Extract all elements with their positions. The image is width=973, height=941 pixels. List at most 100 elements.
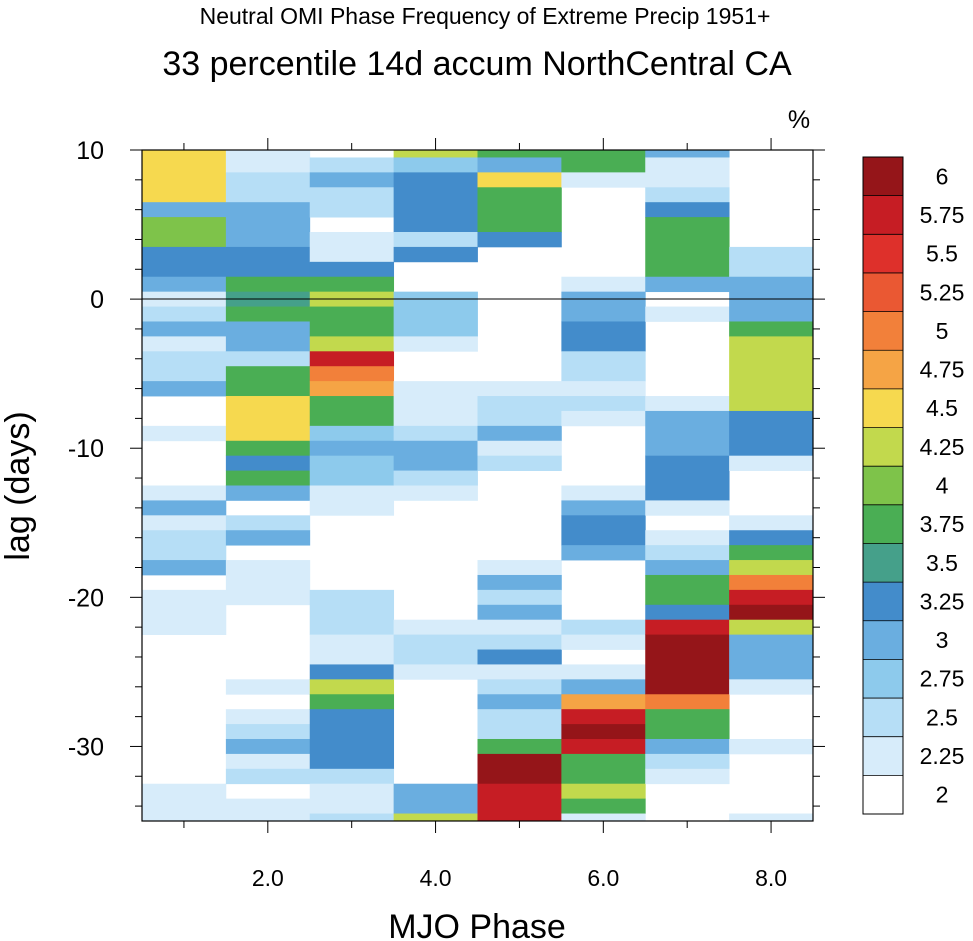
colorbar-label: 4 [936,473,949,499]
heatmap-cell-p6-17 [561,694,646,710]
heatmap-cell-p3-22 [309,694,395,710]
heatmap-cell-p4-3 [393,232,478,248]
heatmap-cell-p3-16 [309,485,395,501]
x-axis-label: MJO Phase [388,908,566,941]
heatmap-cell-p4-2 [393,172,478,233]
heatmap-cell-p6-3 [561,291,646,322]
heatmap-cell-p8-10 [729,574,814,591]
heatmap-cell-p7-21 [645,753,730,770]
colorbar-label: 4.75 [920,357,965,383]
heatmap-cell-p5-0 [477,150,562,158]
heatmap-cell-p5-9 [477,455,562,471]
heatmap-cell-p2-23 [225,768,311,785]
heatmap-cell-p5-17 [477,664,562,680]
heatmap-cell-p1-6 [142,306,227,322]
colorbar-swatch [863,582,903,622]
heatmap-cell-p4-0 [393,150,478,158]
heatmap-cell-p5-1 [477,157,562,173]
heatmap-cell-p7-1 [645,157,730,188]
heatmap-cell-p5-12 [477,589,562,606]
heatmap-cell-p6-16 [561,679,646,695]
heatmap-cell-p2-22 [225,753,311,770]
heatmap-cell-p1-11 [142,425,227,442]
heatmap-cell-p5-22 [477,753,562,785]
colorbar-label: 5.5 [926,241,958,267]
heatmap-cell-p1-10 [142,381,227,397]
heatmap-cell-p8-14 [729,634,814,680]
heatmap-cell-p5-10 [477,560,562,576]
colorbar-label: 5.25 [920,279,965,305]
colorbar-swatch [863,157,903,196]
heatmap-cell-p5-8 [477,440,562,457]
x-tick-label: 2.0 [252,865,284,891]
heatmap-cell-p2-15 [225,515,311,531]
heatmap-cell-p8-11 [729,589,814,606]
heatmap-cell-p2-0 [225,150,311,173]
heatmap-cell-p2-17 [225,560,311,606]
heatmap-cell-p4-1 [393,157,478,173]
heatmap-cell-p2-1 [225,172,311,203]
heatmap-cell-p5-21 [477,738,562,755]
heatmap-cell-p3-2 [309,187,395,218]
heatmap-cell-p6-18 [561,709,646,725]
heatmap-cell-p7-18 [645,694,730,710]
heatmap-cell-p6-4 [561,321,646,352]
heatmap-cell-p5-15 [477,634,562,650]
heatmap-cell-p3-7 [309,306,395,337]
chart-subtitle: Neutral OMI Phase Frequency of Extreme P… [200,3,771,29]
colorbar-swatch [863,736,903,776]
heatmap-cell-p8-4 [729,410,814,457]
heatmap-cell-p6-11 [561,515,646,546]
colorbar-swatch [863,388,903,428]
heatmap-cell-p4-6 [393,336,478,352]
heatmap-cell-p7-4 [645,217,730,278]
axis-ticks [130,138,825,833]
heatmap-cell-p1-13 [142,500,227,516]
y-tick-label: -30 [68,733,104,761]
heatmap-cell-p2-2 [225,202,311,248]
heatmap-cell-p5-3 [477,187,562,233]
colorbar-swatch [863,504,903,544]
heatmap-cell-p8-16 [729,738,814,755]
heatmap-cell-p7-3 [645,202,730,218]
heatmap-cell-p8-5 [729,455,814,471]
y-tick-label: -10 [68,435,104,463]
heatmap-cell-p2-20 [225,724,311,740]
heatmap-cell-p7-10 [645,500,730,516]
heatmap-cell-p7-2 [645,187,730,203]
colorbar-swatch [863,659,903,699]
colorbar-frame [862,156,904,815]
colorbar-swatch [863,427,903,467]
x-tick-label: 8.0 [755,865,787,891]
heatmap-cell-p3-23 [309,709,395,770]
heatmap-cells [142,150,814,822]
heatmap-cell-p8-2 [729,321,814,337]
heatmap-cell-p5-19 [477,694,562,710]
heatmap-cell-p3-13 [309,425,395,442]
heatmap-cell-p2-11 [225,440,311,457]
heatmap-cell-p7-0 [645,150,730,158]
heatmap-cell-p6-15 [561,664,646,680]
heatmap-cell-p3-14 [309,440,395,457]
heatmap-cell-p7-20 [645,738,730,755]
heatmap-cell-p3-0 [309,157,395,173]
units-label: % [788,106,810,134]
heatmap-cell-p2-16 [225,530,311,546]
colorbar-label: 2.75 [920,666,965,692]
heatmap-cell-p3-26 [309,813,395,822]
heatmap-cell-p7-11 [645,530,730,546]
heatmap-cell-p8-7 [729,530,814,546]
heatmap-cell-p8-17 [729,813,814,822]
colorbar-swatch [863,698,903,738]
colorbar-label: 3.75 [920,511,965,537]
heatmap-cell-p1-2 [142,217,227,248]
colorbar-label: 3.5 [926,550,958,576]
heatmap-cell-p7-15 [645,604,730,621]
heatmap-cell-p3-8 [309,336,395,352]
heatmap-cell-p6-21 [561,753,646,785]
heatmap-cell-p7-16 [645,619,730,636]
chart-title: 33 percentile 14d accum NorthCentral CA [162,45,792,83]
heatmap-cell-p6-1 [561,172,646,188]
heatmap-cell-p1-9 [142,351,227,382]
